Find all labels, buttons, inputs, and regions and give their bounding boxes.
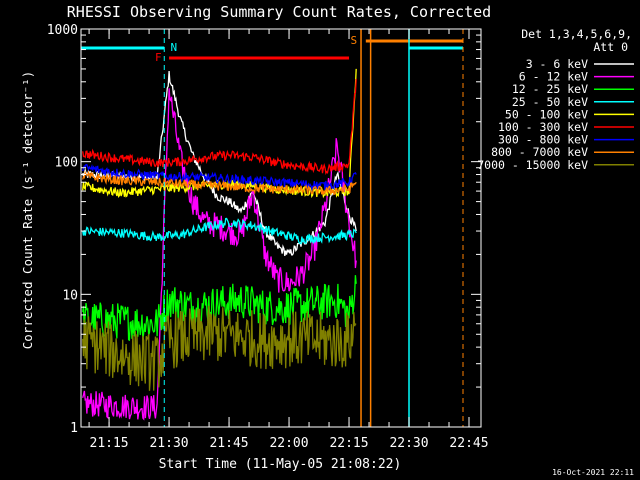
x-tick-label: 21:45 [209, 436, 248, 451]
series-layer [82, 68, 357, 421]
y-axis: 1 10 100 1000 [47, 23, 481, 436]
attenuator-interval-bands [81, 39, 463, 60]
legend-label-7: 300 - 800 keV [498, 133, 588, 147]
series-line-8 [82, 170, 357, 196]
series-line-6 [82, 78, 357, 175]
annotation-labels: NF S [155, 34, 357, 64]
legend-label-2: 6 - 12 keV [519, 70, 588, 84]
legend-label-9: 7000 - 15000 keV [477, 158, 588, 172]
x-tick-label: 22:00 [269, 436, 308, 451]
annotation-s: S [351, 34, 358, 47]
x-tick-label: 21:15 [90, 436, 129, 451]
chart-title: RHESSI Observing Summary Count Rates, Co… [67, 3, 491, 21]
x-tick-label: 21:30 [149, 436, 188, 451]
legend-label-5: 50 - 100 keV [505, 107, 588, 121]
legend-label-3: 12 - 25 keV [512, 82, 588, 96]
y-tick-label: 10 [62, 288, 78, 303]
series-line-9 [82, 305, 357, 391]
interval-markers [163, 29, 464, 427]
plot-frame [80, 28, 482, 428]
legend-header-detectors: Det 1,3,4,5,6,9, [521, 27, 632, 41]
legend-label-4: 25 - 50 keV [512, 95, 588, 109]
x-axis: 21:15 21:30 21:45 22:00 22:15 22:30 22:45 [88, 29, 489, 451]
x-axis-label: Start Time (11-May-05 21:08:22) [159, 457, 402, 472]
y-tick-label: 100 [55, 156, 78, 171]
y-tick-label: 1 [70, 421, 78, 436]
x-tick-label: 22:15 [329, 436, 368, 451]
y-axis-label: Corrected Count Rate (s⁻¹ detector⁻¹) [20, 71, 35, 349]
legend-header-attenuator: Att 0 [593, 40, 628, 54]
annotation-n: N [171, 41, 178, 54]
legend-label-1: 3 - 6 keV [526, 57, 588, 71]
series-line-7 [82, 163, 357, 192]
x-tick-label: 22:45 [449, 436, 488, 451]
legend-label-6: 100 - 300 keV [498, 120, 588, 134]
series-line-4 [82, 217, 357, 245]
legend-label-8: 800 - 7000 keV [491, 145, 588, 159]
x-tick-label: 22:30 [389, 436, 428, 451]
annotation-f: F [155, 51, 162, 64]
plot-area [81, 29, 464, 427]
series-line-3 [82, 275, 357, 342]
series-line-2 [82, 88, 357, 421]
y-tick-label: 1000 [47, 23, 78, 38]
plot-timestamp: 16-Oct-2021 22:11 [552, 468, 634, 477]
